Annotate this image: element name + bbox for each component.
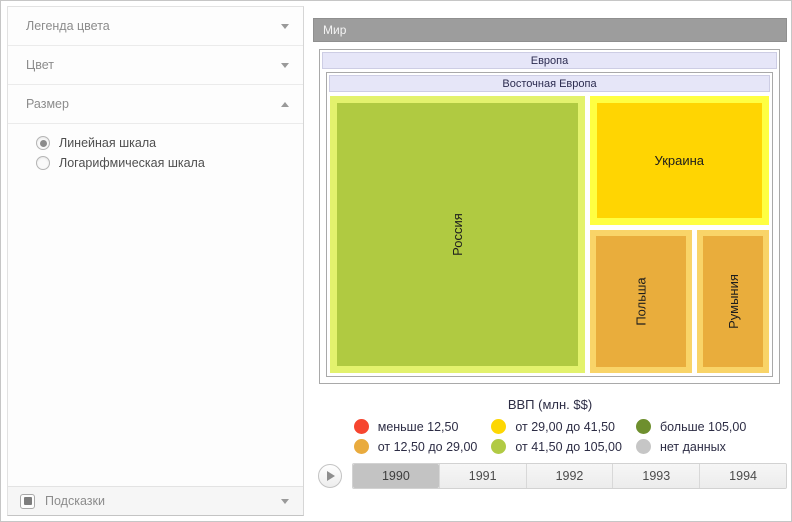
- treemap-tile-russia[interactable]: Россия: [330, 96, 585, 373]
- region-header-europe[interactable]: Европа: [322, 52, 777, 69]
- tiles-bottom-row: Польша Румыния: [589, 229, 769, 373]
- radio-button-icon: [36, 156, 50, 170]
- tile-label: Румыния: [725, 273, 741, 329]
- treemap-tiles: Россия Украина Польша Румыния: [329, 95, 770, 374]
- treemap-root-bar[interactable]: Мир: [313, 18, 787, 42]
- checkbox-icon[interactable]: [20, 493, 35, 509]
- treemap-tile-poland[interactable]: Польша: [589, 229, 692, 373]
- region-label: Европа: [530, 54, 569, 67]
- tile-label: Украина: [654, 152, 705, 168]
- year-selector: 1990 1991 1992 1993 1994: [352, 463, 787, 489]
- legend-label: от 12,50 до 29,00: [377, 439, 478, 454]
- tile-label: Россия: [449, 213, 465, 256]
- chevron-down-icon: [281, 23, 289, 29]
- legend-dot-red: [353, 419, 369, 434]
- year-segment-1992[interactable]: 1992: [525, 464, 613, 488]
- legend-item: от 41,50 до 105,00: [491, 439, 622, 454]
- legend-label: нет данных: [659, 439, 726, 454]
- radio-linear-scale[interactable]: Линейная шкала: [36, 136, 303, 150]
- year-segment-1990[interactable]: 1990: [353, 464, 439, 488]
- radio-button-icon: [36, 136, 50, 150]
- play-button[interactable]: [318, 464, 342, 488]
- radio-label: Линейная шкала: [59, 136, 157, 150]
- treemap-root-label: Мир: [323, 23, 347, 37]
- legend-label: от 41,50 до 105,00: [515, 439, 622, 454]
- treemap-tile-romania[interactable]: Румыния: [696, 229, 769, 373]
- subregion-label: Восточная Европа: [502, 77, 597, 90]
- color-legend: ВВП (млн. $$) меньше 12,50 от 12,50 до 2…: [313, 397, 787, 454]
- legend-label: от 29,00 до 41,50: [515, 419, 615, 434]
- legend-item: нет данных: [635, 439, 746, 454]
- tiles-right-column: Украина Польша Румыния: [589, 96, 769, 373]
- year-segment-1991[interactable]: 1991: [438, 464, 526, 488]
- sidebar: Легенда цвета Цвет Размер Линейная шкала…: [7, 6, 304, 516]
- sidebar-section-color[interactable]: Цвет: [8, 46, 303, 85]
- treemap-panel: Европа Восточная Европа Россия Украина П…: [319, 49, 780, 384]
- legend-dot-orange: [353, 439, 369, 454]
- legend-item: меньше 12,50: [353, 419, 478, 434]
- legend-item: больше 105,00: [635, 419, 747, 434]
- legend-item: от 29,00 до 41,50: [491, 419, 622, 434]
- sidebar-section-tooltips[interactable]: Подсказки: [8, 486, 303, 515]
- tile-label: Польша: [633, 277, 649, 326]
- legend-dot-gray: [635, 439, 651, 454]
- legend-dot-dark-green: [635, 419, 651, 434]
- legend-dot-light-green: [491, 439, 507, 454]
- tooltips-label: Подсказки: [45, 494, 105, 508]
- size-scale-options: Линейная шкала Логарифмическая шкала: [8, 124, 303, 190]
- sidebar-spacer: [8, 190, 303, 486]
- sidebar-section-size[interactable]: Размер: [8, 85, 303, 124]
- year-segment-1993[interactable]: 1993: [612, 464, 700, 488]
- sidebar-section-color-legend[interactable]: Легенда цвета: [8, 7, 303, 46]
- legend-grid: меньше 12,50 от 12,50 до 29,00 от 29,00 …: [353, 419, 747, 454]
- section-label: Размер: [26, 97, 69, 111]
- treemap-tile-ukraine[interactable]: Украина: [589, 96, 769, 225]
- legend-item: от 12,50 до 29,00: [353, 439, 478, 454]
- play-icon: [327, 471, 335, 481]
- chevron-up-icon: [281, 101, 289, 107]
- year-segment-1994[interactable]: 1994: [699, 464, 786, 488]
- radio-label: Логарифмическая шкала: [59, 156, 205, 170]
- legend-dot-yellow: [491, 419, 507, 434]
- radio-log-scale[interactable]: Логарифмическая шкала: [36, 156, 303, 170]
- subregion-panel: Восточная Европа Россия Украина Польша: [326, 72, 773, 377]
- legend-title: ВВП (млн. $$): [507, 397, 593, 412]
- chevron-down-icon: [281, 498, 289, 504]
- section-label: Цвет: [26, 58, 55, 72]
- legend-label: больше 105,00: [659, 419, 747, 434]
- chevron-down-icon: [281, 62, 289, 68]
- section-label: Легенда цвета: [26, 19, 110, 33]
- legend-label: меньше 12,50: [377, 419, 459, 434]
- subregion-header-eastern-europe[interactable]: Восточная Европа: [329, 75, 770, 92]
